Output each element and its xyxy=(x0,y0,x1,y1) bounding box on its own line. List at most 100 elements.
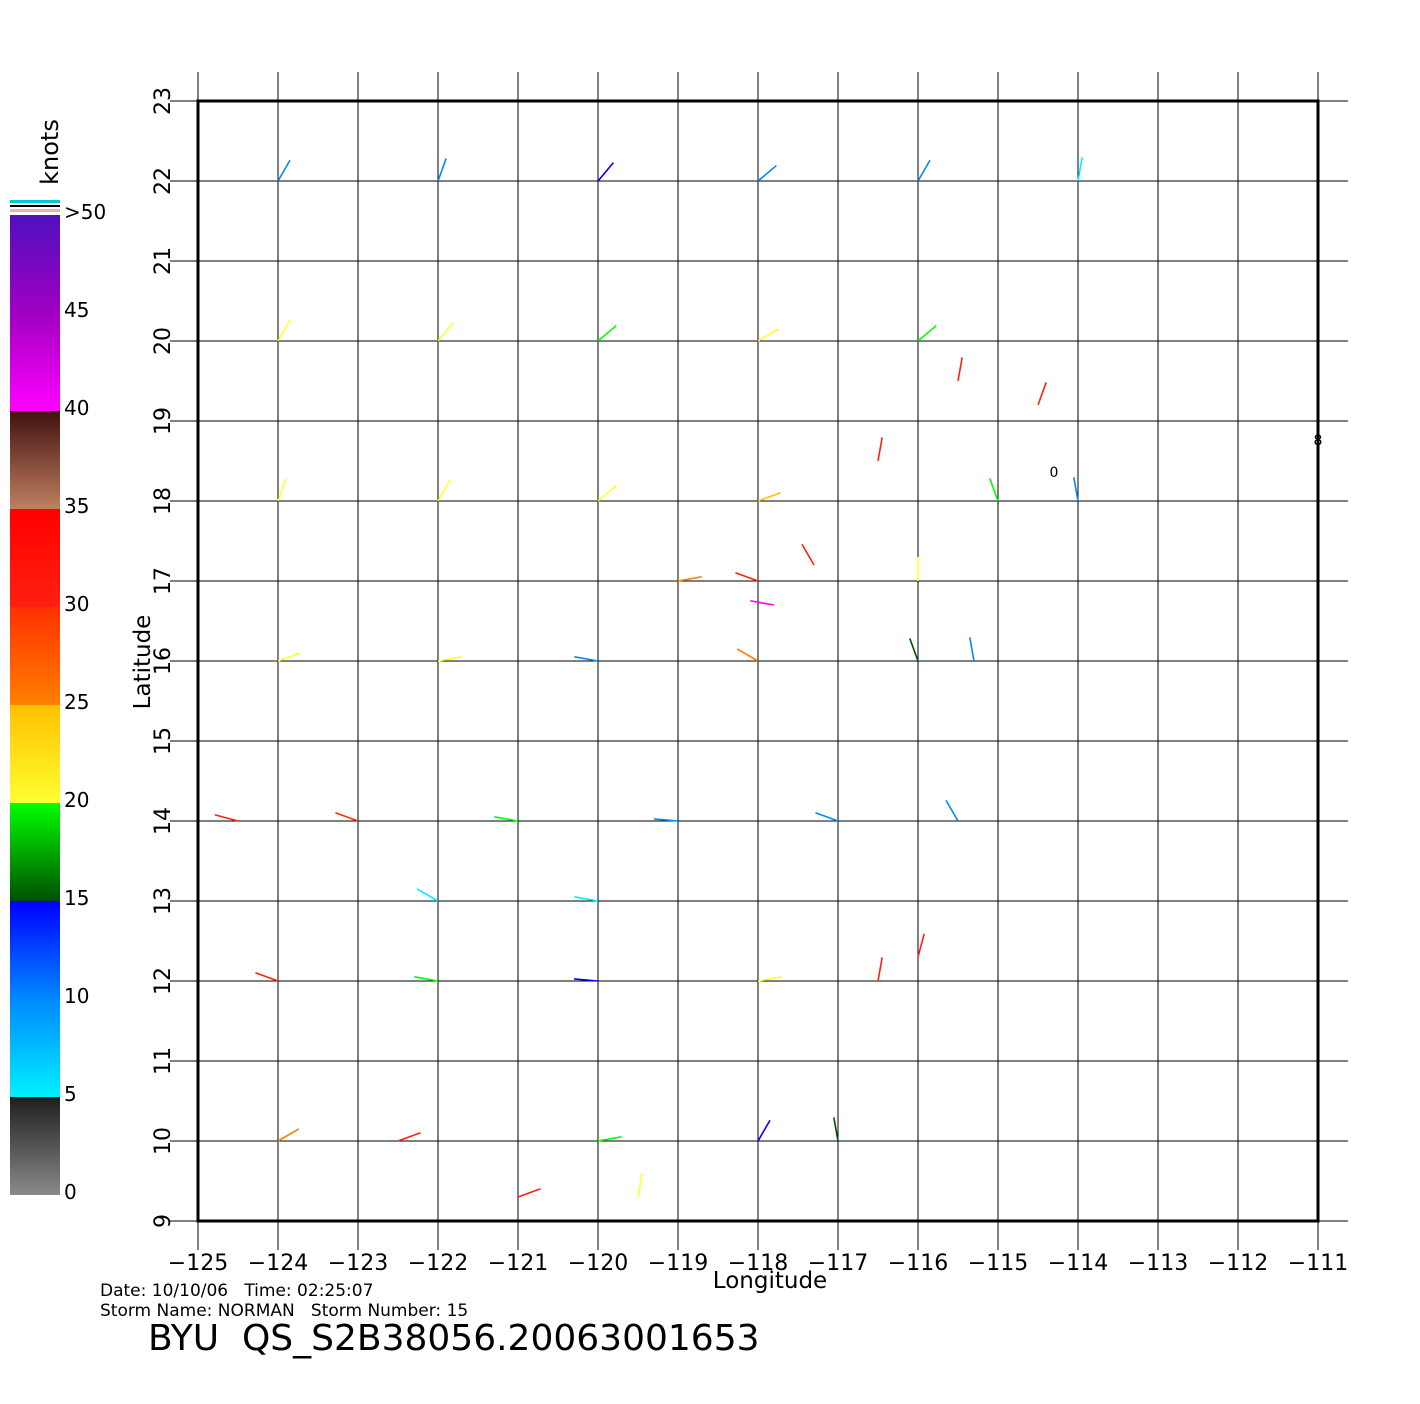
x-tick-label: −112 xyxy=(1208,1251,1268,1276)
wind-vector xyxy=(397,1132,421,1142)
wind-vector xyxy=(414,976,439,982)
wind-vector xyxy=(677,576,702,582)
wind-vector xyxy=(277,159,291,182)
wind-vector xyxy=(757,1119,771,1142)
colorbar-band xyxy=(10,607,60,705)
x-tick-label: −121 xyxy=(488,1251,548,1276)
wind-vector xyxy=(437,322,455,342)
colorbar-band xyxy=(10,901,60,999)
wind-vector xyxy=(437,158,447,182)
y-tick-label: 12 xyxy=(151,967,176,995)
y-tick-label: 15 xyxy=(151,727,176,755)
wind-vector xyxy=(969,637,975,662)
wind-vector xyxy=(277,319,291,342)
wind-vector xyxy=(597,162,615,182)
wind-vector xyxy=(757,492,781,502)
annotation: 8 xyxy=(1314,433,1323,449)
colorbar-cap xyxy=(10,205,60,207)
wind-vector xyxy=(736,648,759,662)
wind-vector xyxy=(757,976,782,982)
colorbar-tick-label: 40 xyxy=(64,396,89,420)
colorbar-cap xyxy=(10,200,60,203)
y-tick-label: 11 xyxy=(151,1047,176,1075)
y-tick-label: 20 xyxy=(151,327,176,355)
x-tick-label: −120 xyxy=(568,1251,628,1276)
y-tick-label: 18 xyxy=(151,487,176,515)
wind-vector xyxy=(957,357,963,382)
wind-vector xyxy=(437,479,451,502)
footer-storm: Storm Name: NORMAN Storm Number: 15 xyxy=(100,1301,468,1321)
colorbar-band xyxy=(10,705,60,803)
wind-vector xyxy=(494,816,519,822)
colorbar-band xyxy=(10,313,60,411)
footer-file: BYU QS_S2B38056.20063001653 xyxy=(148,1318,760,1359)
x-axis-label: Longitude xyxy=(713,1268,827,1294)
colorbar-tick-label: 5 xyxy=(64,1082,77,1106)
x-tick-label: −113 xyxy=(1128,1251,1188,1276)
wind-vector xyxy=(637,1173,643,1198)
y-tick-label: 23 xyxy=(151,87,176,115)
wind-vector xyxy=(654,818,679,822)
wind-vector xyxy=(597,484,617,502)
colorbar-tick-label: 0 xyxy=(64,1180,77,1204)
wind-vector xyxy=(877,437,883,462)
colorbar-tick-label: >50 xyxy=(64,200,106,224)
annotation: 0 xyxy=(1050,465,1059,481)
wind-vector xyxy=(909,638,919,662)
wind-vector xyxy=(277,652,301,662)
wind-vector xyxy=(517,1188,541,1198)
x-tick-label: −114 xyxy=(1048,1251,1108,1276)
wind-vector xyxy=(735,572,759,582)
colorbar-tick-label: 35 xyxy=(64,494,89,518)
wind-vector xyxy=(574,896,599,902)
wind-vector xyxy=(277,478,287,502)
y-tick-label: 21 xyxy=(151,247,176,275)
wind-vector xyxy=(917,159,931,182)
colorbar-band xyxy=(10,509,60,607)
y-tick-label: 22 xyxy=(151,167,176,195)
wind-vector xyxy=(416,888,439,902)
colorbar-tick-label: 30 xyxy=(64,592,89,616)
colorbar-band xyxy=(10,803,60,901)
wind-vector xyxy=(877,957,883,982)
x-tick-label: −124 xyxy=(248,1251,308,1276)
x-tick-label: −118 xyxy=(728,1251,788,1276)
wind-vector xyxy=(437,656,462,662)
y-tick-label: 14 xyxy=(151,807,176,835)
wind-vector xyxy=(750,600,775,606)
colorbar-cap xyxy=(10,209,60,212)
x-tick-label: −122 xyxy=(408,1251,468,1276)
y-tick-label: 10 xyxy=(151,1127,176,1155)
wind-vector xyxy=(597,324,617,342)
x-tick-label: −119 xyxy=(648,1251,708,1276)
wind-vector xyxy=(989,478,999,502)
colorbar-band xyxy=(10,411,60,509)
wind-vector xyxy=(277,1128,300,1142)
wind-vector xyxy=(597,1136,622,1142)
wind-vector xyxy=(574,656,599,662)
plot-frame xyxy=(196,99,1320,1223)
wind-vector xyxy=(917,933,925,958)
colorbar-tick-label: 15 xyxy=(64,886,89,910)
colorbar-tick-label: 45 xyxy=(64,298,89,322)
y-tick-label: 16 xyxy=(151,647,176,675)
x-tick-label: −123 xyxy=(328,1251,388,1276)
colorbar-band xyxy=(10,1097,60,1195)
wind-vector xyxy=(1073,477,1079,502)
wind-vector xyxy=(214,814,239,822)
colorbar-tick-label: 25 xyxy=(64,690,89,714)
colorbar-band xyxy=(10,999,60,1097)
wind-vector xyxy=(335,812,359,822)
colorbar-tick-label: 20 xyxy=(64,788,89,812)
y-tick-label: 19 xyxy=(151,407,176,435)
wind-vector xyxy=(833,1117,839,1142)
footer-date: Date: 10/10/06 Time: 02:25:07 xyxy=(100,1281,373,1301)
colorbar-tick-label: 10 xyxy=(64,984,89,1008)
y-tick-label: 9 xyxy=(151,1214,176,1228)
wind-vector xyxy=(255,972,279,982)
wind-vector xyxy=(574,978,599,982)
x-tick-label: −116 xyxy=(888,1251,948,1276)
wind-vector xyxy=(1077,157,1083,182)
wind-vector xyxy=(757,164,777,182)
